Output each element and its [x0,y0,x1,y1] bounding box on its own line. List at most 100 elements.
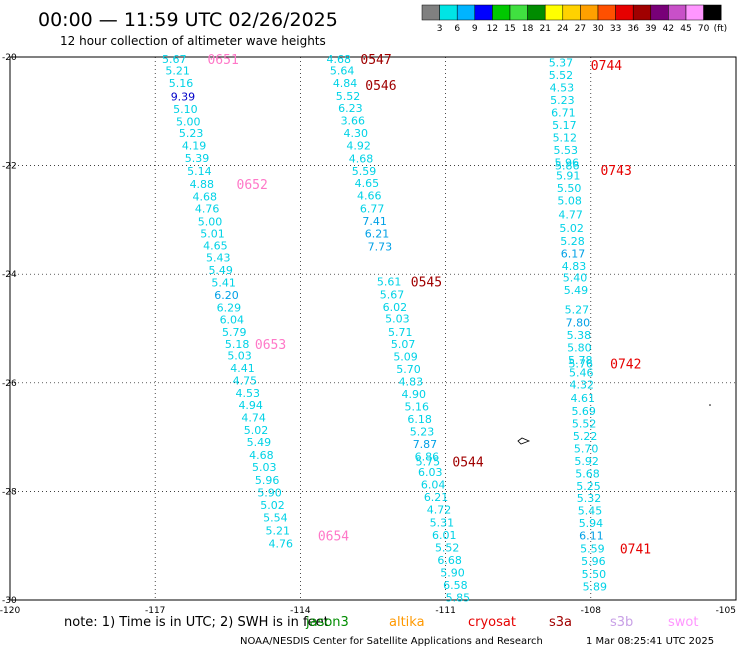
satellite-legend: jason3 altika cryosat s3a s3b swot [305,615,698,630]
swh-value-label: 7.73 [368,241,393,254]
swh-value-label: 5.03 [227,350,252,363]
swh-value-label: 5.49 [208,264,233,277]
swh-value-label: 5.21 [165,65,190,78]
swh-value-label: 5.78 [568,354,593,367]
colorbar-tick: 27 [575,24,586,34]
swh-value-label: 5.00 [198,216,223,229]
swh-value-label: 6.86 [415,451,440,464]
swh-value-label: 5.08 [557,194,582,207]
swh-value-label: 6.77 [360,202,385,215]
time-label: 0743 [600,164,631,179]
swh-value-label: 5.16 [404,401,429,414]
swh-value-label: 5.50 [557,182,582,195]
y-tick-label: -26 [2,379,17,389]
colorbar-swatch [580,4,599,21]
swh-value-label: 5.28 [560,235,585,248]
colorbar-tick: 12 [487,24,498,34]
swh-value-label: 5.85 [446,591,471,604]
swh-value-label: 6.18 [407,413,432,426]
colorbar-tick: 21 [539,24,550,34]
swh-value-label: 5.96 [581,555,606,568]
swh-value-label: 6.01 [432,529,457,542]
swh-value-label: 5.02 [559,222,584,235]
grid [10,57,736,600]
swh-value-label: 5.59 [352,165,377,178]
swh-value-label: 5.21 [266,524,291,537]
swh-value-label: 5.49 [564,284,589,297]
satellite-legend-item: swot [668,615,698,630]
credit-text: NOAA/NESDIS Center for Satellite Applica… [240,636,543,647]
swh-value-label: 4.41 [230,362,255,375]
swh-value-label: 4.77 [558,208,583,221]
swh-value-label: 6.02 [383,301,408,314]
swh-value-label: 4.76 [268,538,293,551]
swh-value-label: 5.49 [247,436,272,449]
colorbar-tick: 15 [504,24,515,34]
swh-value-label: 4.72 [427,503,452,516]
colorbar-swatch [527,4,546,21]
y-tick-label: -30 [2,596,17,606]
swh-value-label: 5.03 [252,461,277,474]
swh-value-label: 5.52 [549,69,574,82]
swh-value-label: 5.23 [410,426,435,439]
colorbar-tick: 70 [698,24,710,34]
swh-value-label: 7.87 [413,438,438,451]
swh-value-label: 5.67 [162,53,187,66]
swh-value-label: 5.59 [580,542,605,555]
swh-value-label: 5.23 [550,94,575,107]
swh-value-label: 9.39 [171,91,196,104]
swh-value-label: 5.92 [574,455,599,468]
swh-value-label: 5.67 [380,288,405,301]
colorbar-swatch [685,4,704,21]
colorbar-tick: 42 [663,24,674,34]
x-tick-label: -105 [716,606,736,616]
swh-value-label: 5.96 [255,474,279,487]
time-label: 0654 [318,529,349,544]
swh-value-label: 5.94 [579,517,604,530]
swh-value-label: 5.71 [388,326,413,339]
x-tick-label: -108 [581,606,602,616]
colorbar-tick: 45 [680,24,691,34]
swh-value-label: 4.32 [570,378,595,391]
swh-value-label: 5.14 [187,165,212,178]
swh-value-label: 6.03 [418,466,443,479]
swh-value-label: 5.03 [385,313,410,326]
swh-value-label: 4.74 [241,412,265,425]
swh-value-label: 4.68 [327,53,352,66]
chart-title: 00:00 — 11:59 UTC 02/26/2025 [38,9,338,31]
satellite-legend-item: jason3 [305,615,349,630]
plot-border [9,56,737,601]
swh-value-label: 5.38 [567,329,592,342]
y-tick-label: -22 [2,162,17,172]
time-labels: 0651 0652 0653 0654 0547 0546 0545 0544 0744 0743… [207,53,651,557]
y-tick-label: -20 [2,53,17,63]
swh-value-label: 6.29 [217,301,242,314]
swh-value-label: 5.96 [555,156,580,169]
swh-value-label: 5.12 [553,131,578,144]
swh-value-label: 6.20 [214,289,239,302]
colorbar-tick: 30 [592,24,604,34]
track-labels: 5.675.215.169.395.105.005.234.195.395.14… [162,53,607,604]
colorbar-swatch [668,4,687,21]
swh-value-label: 6.58 [443,579,468,592]
swh-value-label: 4.65 [355,177,380,190]
colorbar-tick: 6 [454,24,460,34]
colorbar-swatch [421,4,440,21]
colorbar-tick: 9 [472,24,478,34]
swh-value-label: 7.80 [566,317,591,330]
time-label: 0651 [207,53,238,68]
swh-value-label: 5.50 [582,568,607,581]
colorbar-swatch [650,4,669,21]
swh-value-label: 6.21 [365,227,390,240]
swh-value-label: 5.61 [377,275,402,288]
swh-value-label: 5.64 [330,65,355,78]
satellite-legend-item: s3b [610,615,633,630]
swh-value-label: 4.68 [249,449,274,462]
swh-value-label: 5.86 [555,160,580,173]
time-label: 0547 [360,53,391,68]
swh-value-label: 4.75 [233,375,258,388]
satellite-legend-item: cryosat [468,615,516,630]
colorbar-swatch [439,4,458,21]
swh-value-label: 5.01 [200,227,225,240]
swh-value-label: 6.17 [561,248,586,261]
